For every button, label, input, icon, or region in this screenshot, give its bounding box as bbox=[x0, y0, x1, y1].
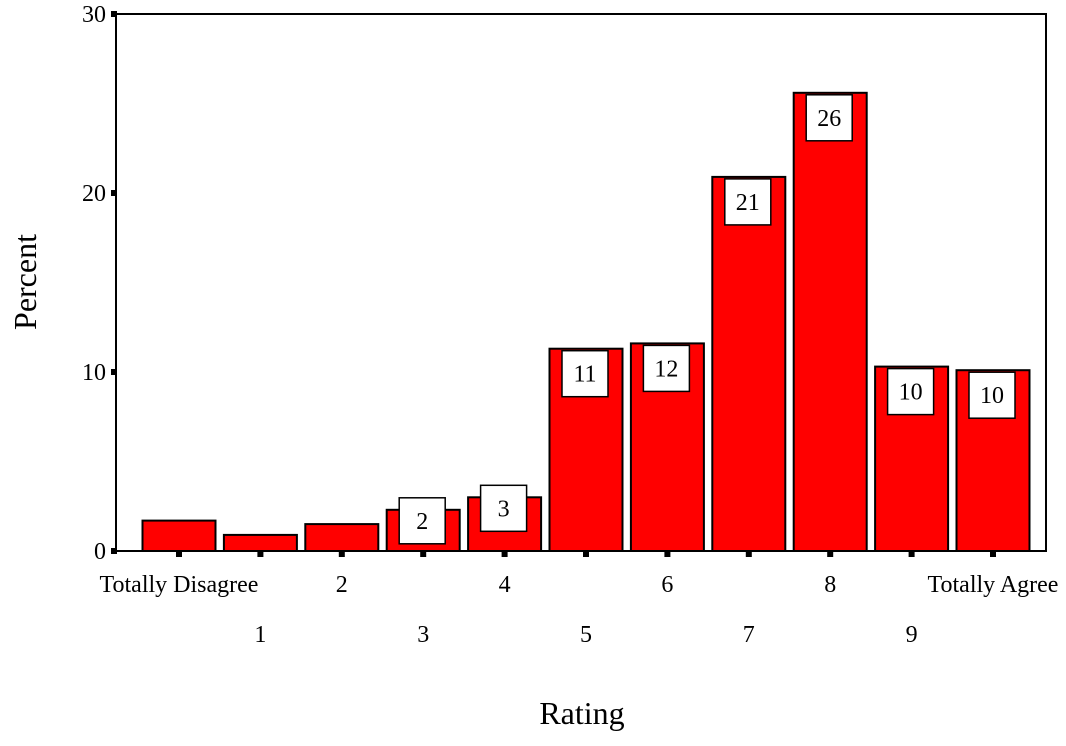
x-tick bbox=[827, 551, 834, 557]
data-label-box bbox=[968, 371, 1016, 419]
data-label: 12 bbox=[654, 356, 678, 382]
bars-group bbox=[141, 91, 1031, 553]
data-label-box bbox=[642, 344, 691, 393]
data-label-box bbox=[398, 497, 446, 545]
y-tick bbox=[111, 190, 117, 196]
x-tick bbox=[338, 551, 345, 557]
x-tick-label: 7 bbox=[743, 622, 755, 648]
data-label: 10 bbox=[899, 380, 923, 406]
y-axis: 0 10 20 30 bbox=[82, 2, 117, 565]
x-tick bbox=[990, 551, 996, 557]
y-axis-title: Percent bbox=[7, 234, 43, 330]
x-tick-label: 5 bbox=[580, 622, 592, 648]
x-tick bbox=[664, 551, 671, 557]
x-tick-label: 3 bbox=[417, 622, 429, 648]
data-label-box bbox=[886, 367, 935, 416]
data-label-box bbox=[724, 178, 772, 226]
bar bbox=[792, 91, 868, 553]
x-tick-label: 6 bbox=[661, 572, 673, 598]
bar bbox=[304, 523, 380, 552]
x-tick bbox=[176, 551, 182, 557]
data-label: 10 bbox=[980, 383, 1004, 409]
x-tick-label: 4 bbox=[499, 572, 511, 598]
data-label-box bbox=[479, 484, 528, 533]
data-label: 2 bbox=[416, 509, 428, 535]
data-label: 26 bbox=[817, 106, 841, 132]
y-tick-label: 30 bbox=[82, 2, 106, 28]
bar bbox=[141, 519, 217, 552]
x-tick-label: Totally Disagree bbox=[100, 572, 259, 598]
x-tick bbox=[257, 551, 264, 557]
data-label: 11 bbox=[573, 362, 596, 388]
y-tick bbox=[111, 548, 117, 554]
y-tick bbox=[111, 369, 117, 375]
data-labels-group: 2 3 11 12 21 26 10 10 bbox=[398, 94, 1016, 545]
data-label: 3 bbox=[498, 496, 510, 522]
x-tick-label: 1 bbox=[254, 622, 266, 648]
y-tick bbox=[111, 11, 117, 17]
x-axis-title: Rating bbox=[539, 695, 624, 731]
x-tick bbox=[420, 551, 427, 557]
data-label: 21 bbox=[736, 190, 760, 216]
bar bbox=[222, 533, 298, 553]
x-tick bbox=[908, 551, 915, 557]
x-tick-label: Totally Agree bbox=[928, 572, 1059, 598]
y-tick-label: 20 bbox=[82, 181, 106, 207]
bar bbox=[711, 175, 787, 552]
x-tick bbox=[745, 551, 752, 557]
x-tick-label: 8 bbox=[824, 572, 836, 598]
x-tick-label: 9 bbox=[906, 622, 918, 648]
x-tick-label: 2 bbox=[336, 572, 348, 598]
x-axis: Totally Disagree 1 2 3 4 5 6 7 8 9 Totally Agree bbox=[100, 551, 1059, 648]
y-tick-label: 10 bbox=[82, 360, 106, 386]
x-tick bbox=[583, 551, 589, 557]
data-label-box bbox=[561, 349, 609, 398]
data-label-box bbox=[805, 94, 853, 142]
y-tick-label: 0 bbox=[94, 539, 106, 565]
x-tick bbox=[501, 551, 508, 557]
